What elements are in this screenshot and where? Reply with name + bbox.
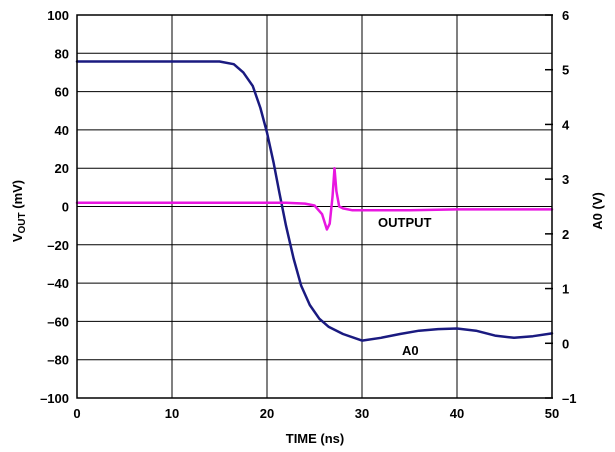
left-y-tick-label: –20 (47, 238, 69, 253)
right-y-axis-tick-labels: 6 5 4 3 2 1 0 –1 (562, 8, 576, 406)
x-axis-title: TIME (ns) (286, 431, 345, 446)
right-y-axis-title: A0 (V) (590, 192, 605, 230)
plot-frame (76, 14, 553, 399)
left-y-tick-label: –60 (47, 314, 69, 329)
left-y-tick-label: 0 (62, 200, 69, 215)
left-y-axis-tick-labels: 100 80 60 40 20 0 –20 –40 –60 –80 –100 (40, 8, 69, 406)
series-line-output (75, 166, 554, 231)
series-line-a0 (75, 60, 554, 342)
output-series-label: OUTPUT (378, 215, 432, 230)
right-y-axis-tick-marks (545, 14, 553, 399)
x-tick-label: 10 (165, 406, 179, 421)
right-y-tick-label: 2 (562, 227, 569, 242)
left-y-tick-label: 40 (55, 123, 69, 138)
x-tick-label: 50 (545, 406, 559, 421)
left-y-tick-label: 60 (55, 85, 69, 100)
right-y-tick-label: 6 (562, 8, 569, 23)
left-y-tick-label: –80 (47, 353, 69, 368)
a0-series-label: A0 (402, 343, 419, 358)
right-y-tick-label: 4 (562, 117, 570, 132)
left-y-tick-label: –40 (47, 276, 69, 291)
x-tick-label: 40 (450, 406, 464, 421)
x-tick-label: 0 (73, 406, 80, 421)
x-tick-label: 30 (355, 406, 369, 421)
right-y-tick-label: 5 (562, 63, 569, 78)
left-y-tick-label: –100 (40, 391, 69, 406)
x-tick-label: 20 (260, 406, 274, 421)
right-y-tick-label: 1 (562, 282, 569, 297)
x-axis-tick-labels: 0 10 20 30 40 50 (73, 406, 559, 421)
left-y-axis-title: VOUT (mV) (10, 180, 28, 242)
right-y-tick-label: 3 (562, 172, 569, 187)
left-y-tick-label: 80 (55, 46, 69, 61)
series-layer (75, 60, 554, 342)
left-y-tick-label: 20 (55, 161, 69, 176)
right-y-tick-label: 0 (562, 336, 569, 351)
left-y-tick-label: 100 (47, 8, 69, 23)
right-y-tick-label: –1 (562, 391, 576, 406)
